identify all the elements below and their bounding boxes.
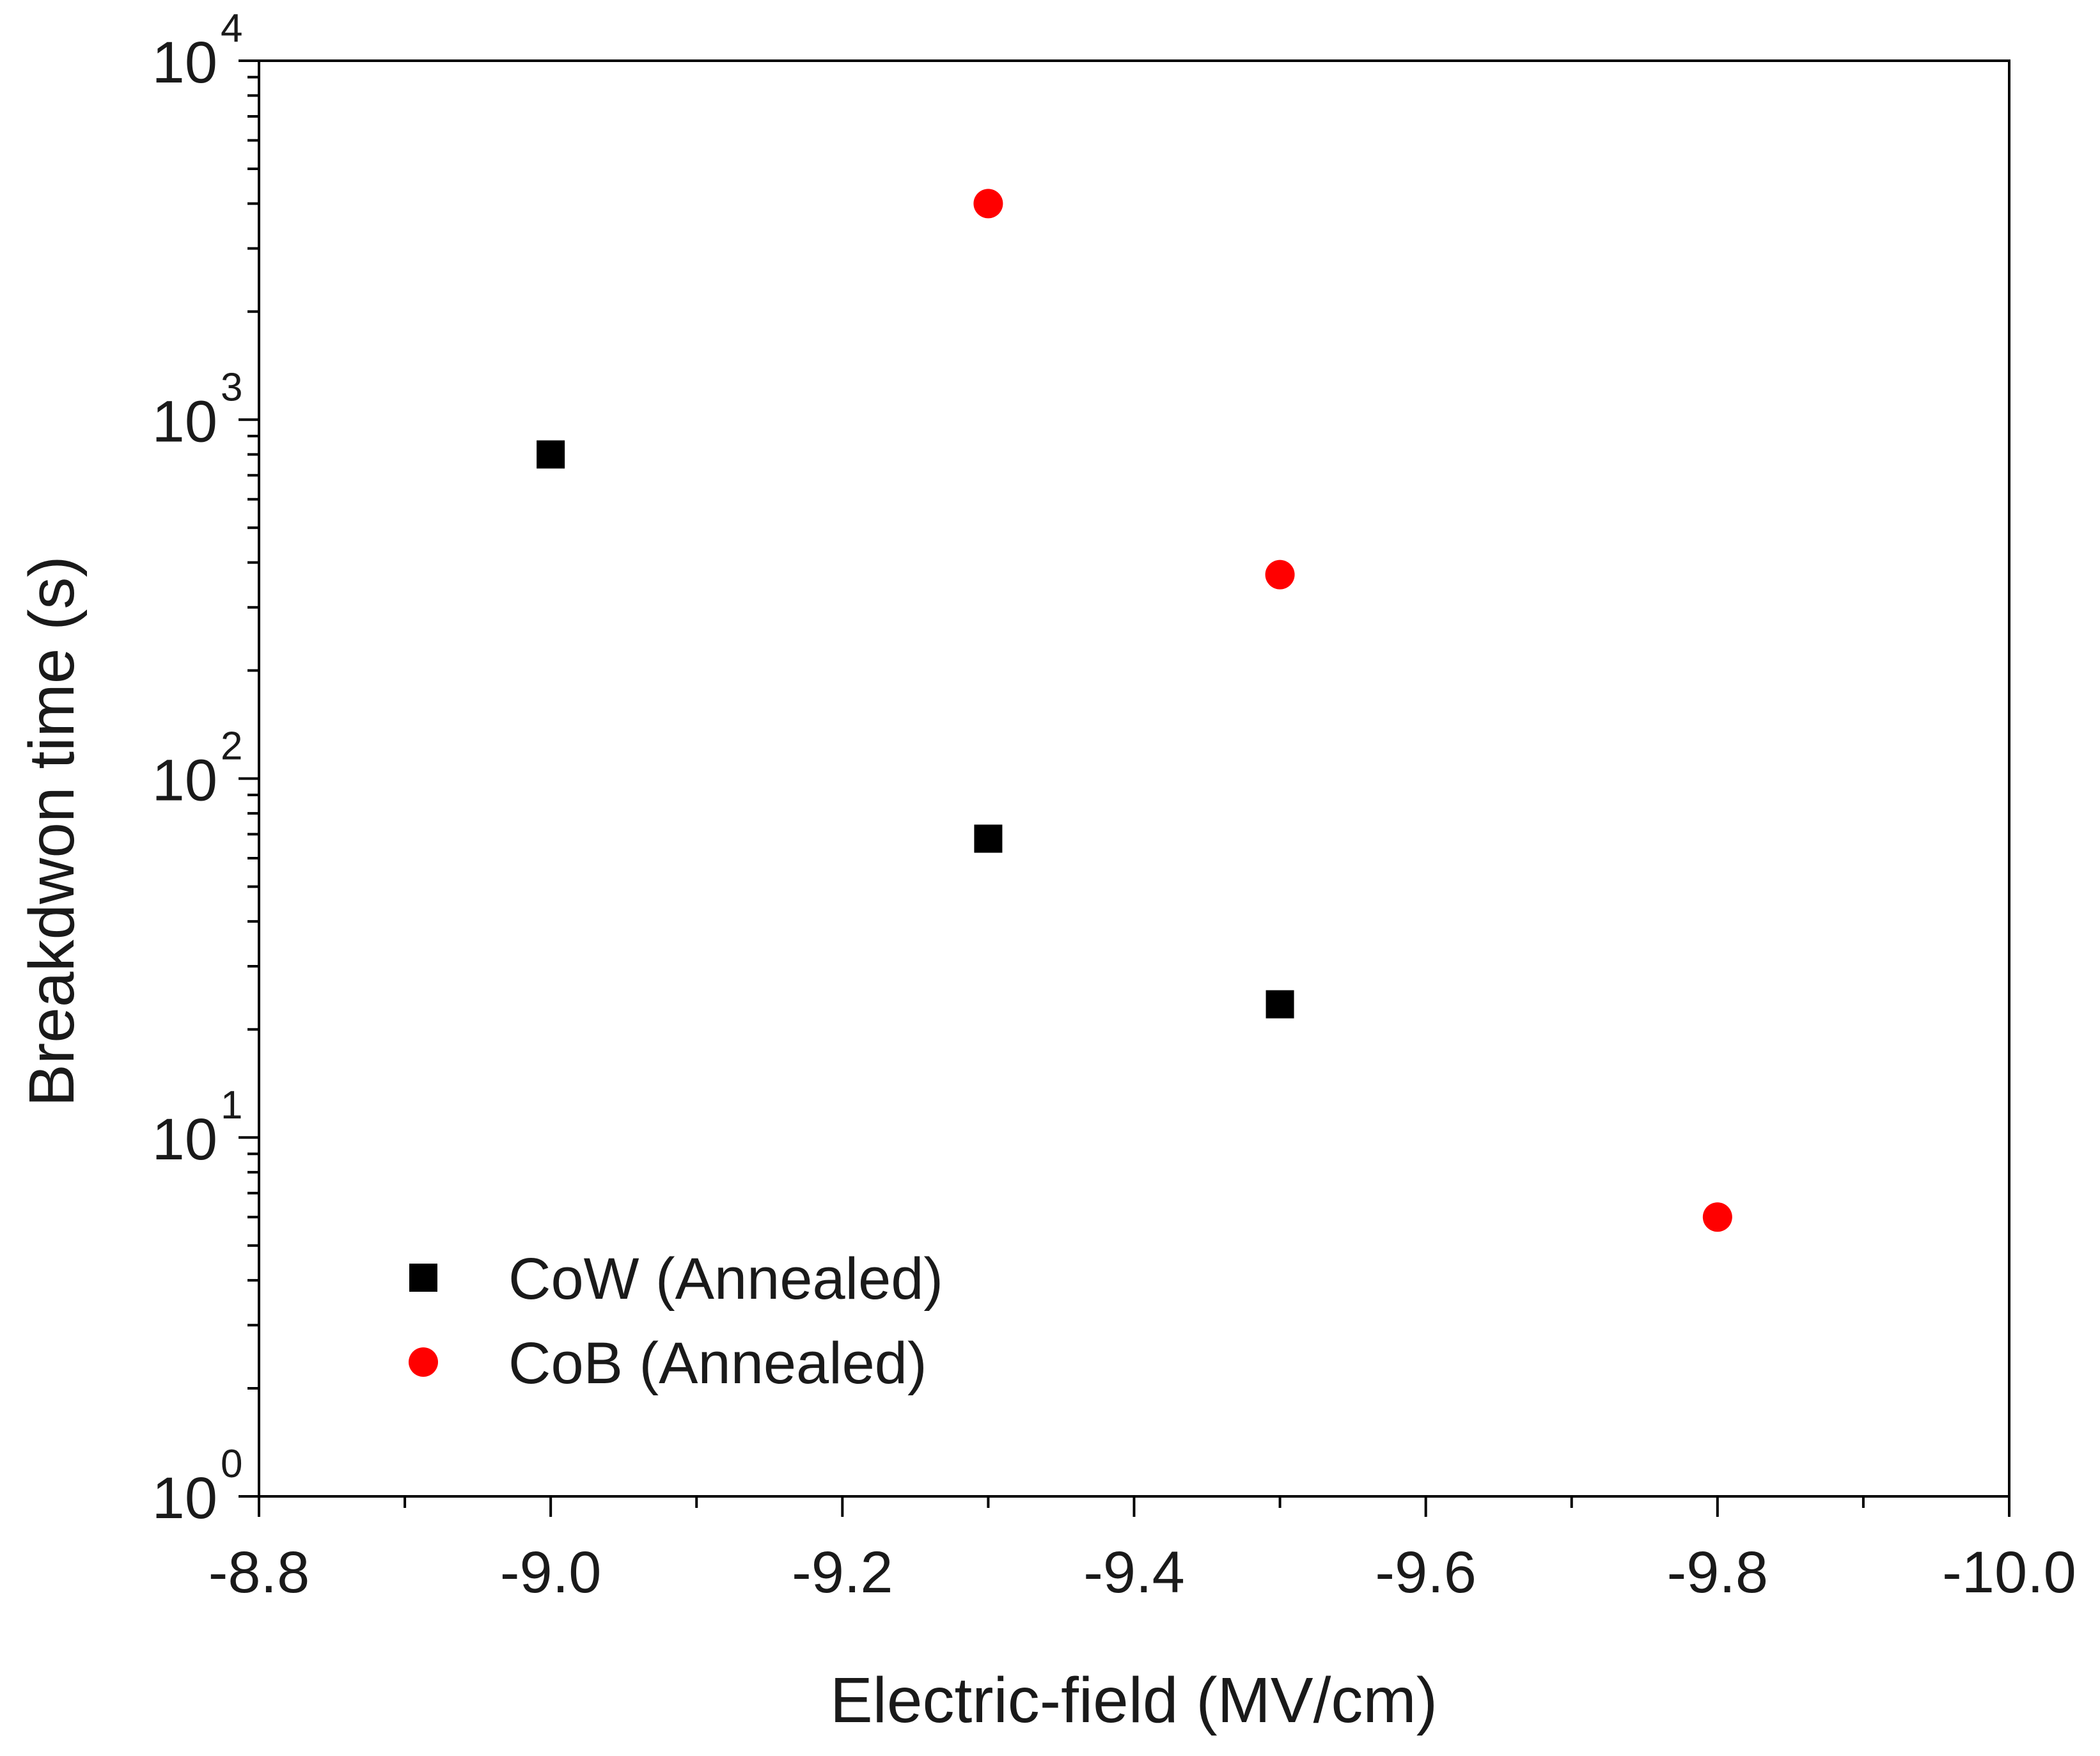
- x-tick-label: -9.4: [1083, 1540, 1185, 1605]
- cob-data-point: [1702, 1202, 1732, 1232]
- y-tick-label-exponent: 3: [221, 365, 242, 409]
- y-tick-label-base: 10: [152, 748, 217, 813]
- legend-cob-label: CoB (Annealed): [508, 1331, 927, 1396]
- cow-data-point: [537, 440, 565, 469]
- cow-data-point: [974, 824, 1003, 853]
- y-tick-label-exponent: 1: [221, 1083, 242, 1127]
- y-tick-label-exponent: 4: [221, 6, 242, 51]
- x-tick-label: -10.0: [1942, 1540, 2076, 1605]
- legend: CoW (Annealed) CoB (Annealed): [409, 1246, 943, 1396]
- x-tick-label: -9.6: [1375, 1540, 1477, 1605]
- cow-data-point: [1265, 990, 1294, 1019]
- y-axis-title: Breakdwon time (s): [16, 556, 88, 1106]
- legend-cow-marker: [409, 1264, 437, 1292]
- x-tick-label: -9.0: [500, 1540, 602, 1605]
- x-tick-label: -9.8: [1667, 1540, 1769, 1605]
- x-tick-label: -9.2: [792, 1540, 893, 1605]
- y-tick-label-exponent: 0: [221, 1442, 242, 1486]
- x-tick-label: -8.8: [208, 1540, 310, 1605]
- cob-data-point: [1265, 560, 1295, 590]
- legend-cow-label: CoW (Annealed): [508, 1246, 943, 1312]
- data-points: [537, 189, 1732, 1232]
- x-axis-title: Electric-field (MV/cm): [830, 1665, 1438, 1736]
- axis-ticks: [239, 59, 2010, 1517]
- y-tick-label-exponent: 2: [221, 725, 242, 769]
- axis-tick-labels: -8.8 -9.0 -9.2 -9.4 -9.6 -9.8 -10.010010110210…: [152, 6, 2076, 1605]
- y-tick-label-base: 10: [152, 30, 217, 95]
- legend-cob-marker: [409, 1347, 438, 1377]
- cob-data-point: [973, 189, 1003, 219]
- y-tick-label-base: 10: [152, 1466, 217, 1531]
- y-tick-label-base: 10: [152, 389, 217, 454]
- y-tick-label-base: 10: [152, 1107, 217, 1172]
